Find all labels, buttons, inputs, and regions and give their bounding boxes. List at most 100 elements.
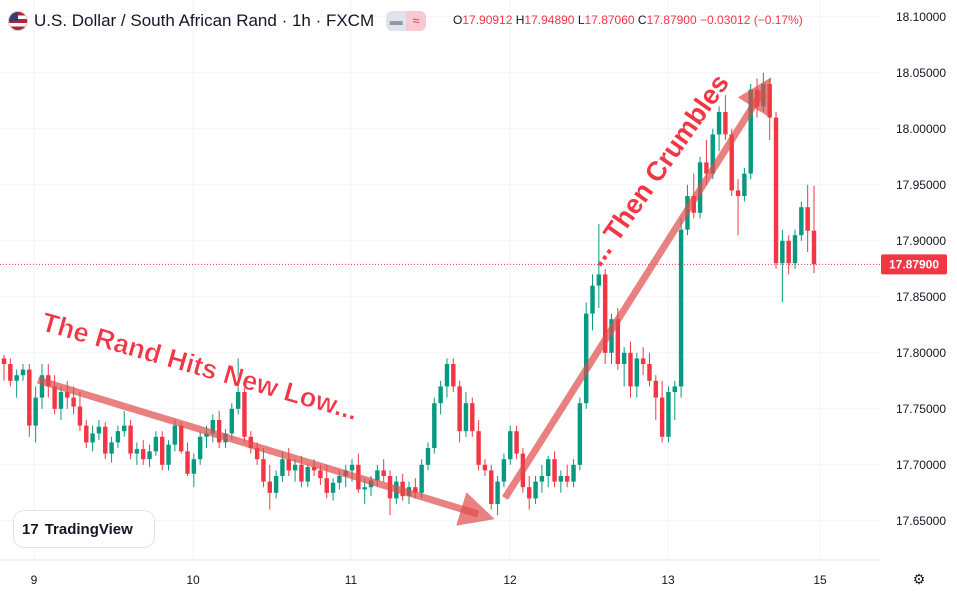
candle-body <box>235 392 241 409</box>
symbol-title[interactable]: U.S. Dollar / South African Rand · 1h · … <box>34 11 375 30</box>
y-tick-label: 17.95000 <box>896 178 946 192</box>
candle-body <box>242 392 247 437</box>
candle-body <box>33 397 38 426</box>
candle-body <box>805 207 810 231</box>
candle-body <box>216 420 222 443</box>
x-tick-label: 11 <box>345 573 358 587</box>
candle-body <box>413 487 418 493</box>
candle-body <box>508 431 513 460</box>
y-tick-label: 17.85000 <box>896 290 946 304</box>
candle-body <box>109 442 114 454</box>
x-tick-label: 15 <box>813 573 827 587</box>
symbol-header[interactable]: U.S. Dollar / South African Rand · 1h · … <box>8 10 427 32</box>
open-value: 17.90912 <box>462 13 513 27</box>
candle-body <box>710 134 715 174</box>
change-value: −0.03012 (−0.17%) <box>700 13 803 27</box>
candle-body <box>39 375 45 398</box>
candle-body <box>527 487 532 499</box>
candle-body <box>267 481 272 493</box>
candle-body <box>495 481 500 504</box>
candle-body <box>311 467 317 471</box>
candle-body <box>122 425 127 432</box>
candle-body <box>628 352 633 387</box>
tradingview-logo-text: TradingView <box>44 520 133 538</box>
x-tick-label: 12 <box>503 573 517 587</box>
candle-body <box>318 470 323 479</box>
candle-body <box>539 476 545 482</box>
candle-body <box>463 403 469 432</box>
candle-body <box>653 380 659 398</box>
candle-body <box>476 431 481 465</box>
y-tick-label: 18.00000 <box>896 122 946 136</box>
x-tick-label: 10 <box>186 573 200 587</box>
candle-body <box>583 313 589 404</box>
candle-body <box>1 358 7 364</box>
candle-body <box>191 459 197 474</box>
y-tick-label: 17.70000 <box>896 458 946 472</box>
candle-body <box>280 459 285 476</box>
candle-body <box>716 112 722 135</box>
settings-gear-icon[interactable]: ⚙ <box>912 571 926 587</box>
candle-body <box>489 470 494 504</box>
candle-body <box>773 117 779 264</box>
ohlc-readout: O17.90912 H17.94890 L17.87060 C17.87900 … <box>453 13 803 27</box>
candle-body <box>615 319 621 364</box>
candle-body <box>84 425 89 443</box>
candle-body <box>8 364 13 381</box>
candle-body <box>571 464 576 482</box>
candle-body <box>141 449 146 460</box>
us-flag-icon <box>8 11 28 31</box>
candle-body <box>432 403 437 448</box>
candle-body <box>292 464 298 471</box>
y-tick-label: 18.10000 <box>896 10 946 24</box>
last-price-label: 17.87900 <box>889 257 939 271</box>
indicator-toggle[interactable]: ▬ ≈ <box>386 11 427 31</box>
candle-body <box>672 386 677 392</box>
candle-body <box>666 392 671 437</box>
y-tick-label: 17.65000 <box>896 514 946 528</box>
candle-body <box>552 459 557 482</box>
tradingview-logo-mark-icon: 17 <box>22 520 39 538</box>
candle-body <box>153 436 159 452</box>
candle-body <box>723 112 728 135</box>
candle-body <box>90 433 95 443</box>
candle-body <box>792 235 798 264</box>
tradingview-logo[interactable]: 17 TradingView <box>14 511 154 547</box>
candle-body <box>229 408 235 434</box>
candle-body <box>178 425 184 452</box>
candle-body <box>286 459 291 471</box>
candle-body <box>305 467 310 482</box>
candle-body <box>647 364 652 381</box>
candle-body <box>185 451 190 474</box>
candle-body <box>103 426 108 454</box>
candle-body <box>596 274 602 286</box>
minus-icon[interactable]: ▬ <box>386 11 407 31</box>
candle-body <box>134 449 140 454</box>
candle-body <box>780 240 785 264</box>
annotation-rand-low: The Rand Hits New Low... <box>38 307 361 426</box>
candle-body <box>470 403 475 432</box>
high-value: 17.94890 <box>524 13 575 27</box>
candle-body <box>748 89 753 174</box>
candle-body <box>811 230 817 265</box>
candle-body <box>640 358 646 364</box>
candle-body <box>558 476 564 482</box>
downtrend-arrow <box>36 376 495 526</box>
y-tick-label: 18.05000 <box>896 66 946 80</box>
candle-body <box>799 207 804 236</box>
wave-icon[interactable]: ≈ <box>406 11 427 31</box>
candle-body <box>96 426 102 434</box>
candle-body <box>381 470 386 476</box>
candle-body <box>514 431 519 454</box>
candle-body <box>27 369 32 426</box>
candle-body <box>349 464 355 471</box>
candle-body <box>375 470 380 481</box>
candle-body <box>77 406 83 426</box>
y-tick-label: 17.75000 <box>896 402 946 416</box>
candle-body <box>786 240 791 264</box>
candle-body <box>577 403 583 465</box>
candle-body <box>533 481 538 499</box>
y-tick-label: 17.90000 <box>896 234 946 248</box>
